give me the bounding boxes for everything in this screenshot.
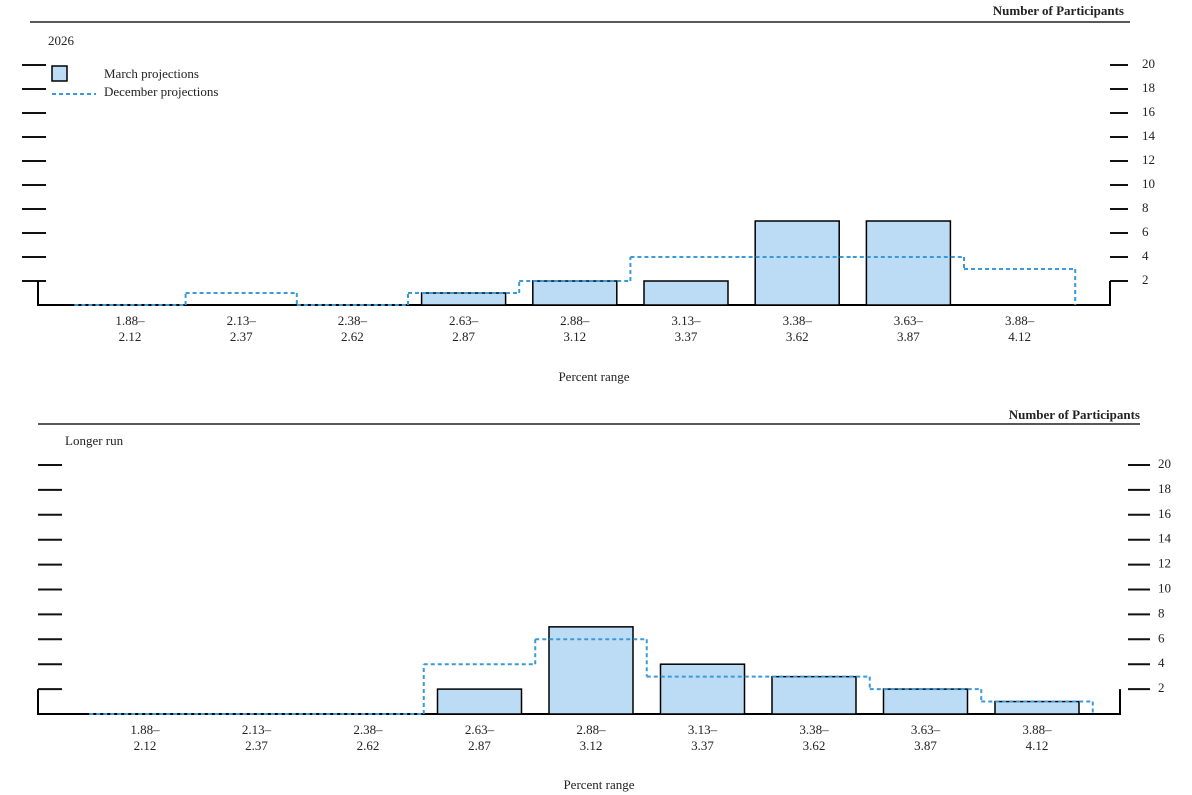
chart-title: 2026 (48, 33, 75, 48)
y-tick-label: 10 (1142, 176, 1155, 191)
x-tick-label-line: 2.12 (119, 329, 142, 344)
x-tick-label-line: 2.63– (449, 313, 479, 328)
x-tick-label: 2.63– 2.87 (465, 722, 495, 753)
y-tick-label: 12 (1158, 556, 1171, 571)
y-tick-label: 18 (1142, 80, 1155, 95)
y-tick-label: 20 (1158, 456, 1171, 471)
bar (532, 280, 618, 306)
x-tick-label-line: 2.87 (452, 329, 475, 344)
x-tick-label: 3.13– 3.37 (688, 722, 718, 753)
y-tick-label: 14 (1142, 128, 1156, 143)
x-tick-label: 2.13– 2.37 (227, 313, 257, 344)
x-tick-label-line: 4.12 (1026, 738, 1049, 753)
y-axis-label: Number of Participants (993, 3, 1124, 18)
y-axis-label: Number of Participants (1009, 407, 1140, 422)
x-tick-label-line: 3.13– (671, 313, 701, 328)
legend-label: December projections (104, 84, 218, 99)
y-tick-label: 6 (1158, 630, 1165, 645)
x-tick-label: 3.38– 3.62 (783, 313, 813, 344)
x-tick-label: 3.63– 3.87 (894, 313, 924, 344)
x-tick-label-line: 2.38– (338, 313, 368, 328)
x-axis-label: Percent range (558, 369, 629, 384)
x-tick-label-line: 3.62 (803, 738, 826, 753)
x-tick-label-line: 1.88– (115, 313, 145, 328)
x-tick-label: 3.38– 3.62 (799, 722, 829, 753)
y-tick-label: 2 (1142, 272, 1149, 287)
y-tick-label: 4 (1142, 248, 1149, 263)
x-tick-label: 3.88– 4.12 (1022, 722, 1052, 753)
x-tick-label: 2.63– 2.87 (449, 313, 479, 344)
bar (420, 292, 507, 306)
y-tick-label: 18 (1158, 481, 1171, 496)
x-tick-label-line: 3.87 (914, 738, 937, 753)
y-tick-label: 12 (1142, 152, 1155, 167)
x-tick-label-line: 3.88– (1022, 722, 1052, 737)
x-tick-label-line: 3.12 (563, 329, 586, 344)
x-tick-label-line: 2.13– (242, 722, 272, 737)
x-tick-label: 1.88– 2.12 (130, 722, 160, 753)
x-tick-label: 3.63– 3.87 (911, 722, 941, 753)
x-tick-label-line: 2.62 (341, 329, 364, 344)
y-tick-label: 8 (1142, 200, 1149, 215)
y-tick-label: 16 (1142, 104, 1156, 119)
x-tick-label: 1.88– 2.12 (115, 313, 145, 344)
bar (994, 700, 1080, 715)
x-tick-label-line: 3.13– (688, 722, 718, 737)
x-tick-label-line: 2.87 (468, 738, 491, 753)
x-tick-label: 2.38– 2.62 (353, 722, 383, 753)
x-tick-label-line: 2.88– (576, 722, 606, 737)
x-tick-label: 2.13– 2.37 (242, 722, 272, 753)
x-axis-label: Percent range (563, 777, 634, 792)
x-tick-label-line: 2.38– (353, 722, 383, 737)
bar (548, 626, 634, 715)
x-tick-label-line: 3.63– (911, 722, 941, 737)
x-tick-label-line: 3.38– (799, 722, 829, 737)
y-tick-label: 8 (1158, 605, 1165, 620)
x-tick-label-line: 1.88– (130, 722, 160, 737)
x-tick-label: 2.88– 3.12 (560, 313, 590, 344)
x-tick-label-line: 2.12 (134, 738, 157, 753)
y-tick-label: 2 (1158, 680, 1165, 695)
x-tick-label-line: 2.62 (357, 738, 380, 753)
x-tick-label: 3.88– 4.12 (1005, 313, 1035, 344)
x-tick-label: 3.13– 3.37 (671, 313, 701, 344)
x-tick-label-line: 2.37 (230, 329, 253, 344)
bar (754, 220, 840, 306)
bar (865, 220, 952, 306)
bar (882, 688, 969, 715)
x-tick-label: 2.88– 3.12 (576, 722, 606, 753)
y-tick-label: 20 (1142, 56, 1155, 71)
x-tick-label-line: 2.13– (227, 313, 257, 328)
y-tick-label: 16 (1158, 506, 1172, 521)
bar (771, 675, 857, 715)
y-tick-label: 10 (1158, 580, 1171, 595)
y-tick-label: 6 (1142, 224, 1149, 239)
chart-title: Longer run (65, 433, 124, 448)
x-tick-label-line: 3.63– (894, 313, 924, 328)
x-tick-label-line: 3.12 (580, 738, 603, 753)
x-tick-label-line: 2.63– (465, 722, 495, 737)
bar (643, 280, 729, 306)
x-tick-label-line: 4.12 (1008, 329, 1031, 344)
x-tick-label-line: 2.37 (245, 738, 268, 753)
x-tick-label-line: 3.37 (691, 738, 714, 753)
x-tick-label: 2.38– 2.62 (338, 313, 368, 344)
x-tick-label-line: 3.87 (897, 329, 920, 344)
y-tick-label: 4 (1158, 655, 1165, 670)
x-tick-label-line: 3.38– (783, 313, 813, 328)
x-tick-label-line: 3.37 (675, 329, 698, 344)
x-tick-label-line: 3.62 (786, 329, 809, 344)
legend-swatch (51, 65, 68, 82)
bar (436, 688, 523, 715)
y-tick-label: 14 (1158, 531, 1172, 546)
bar (659, 663, 746, 715)
legend-label: March projections (104, 66, 199, 81)
x-tick-label-line: 3.88– (1005, 313, 1035, 328)
x-tick-label-line: 2.88– (560, 313, 590, 328)
